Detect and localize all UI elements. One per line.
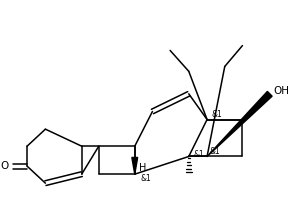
Text: &1: &1 (210, 147, 221, 156)
Text: O: O (1, 161, 9, 171)
Polygon shape (207, 91, 272, 157)
Text: &1: &1 (194, 150, 204, 159)
Text: OH: OH (274, 86, 290, 96)
Polygon shape (132, 157, 138, 174)
Text: &1: &1 (212, 110, 223, 119)
Text: H: H (139, 163, 146, 173)
Text: &1: &1 (140, 174, 151, 183)
